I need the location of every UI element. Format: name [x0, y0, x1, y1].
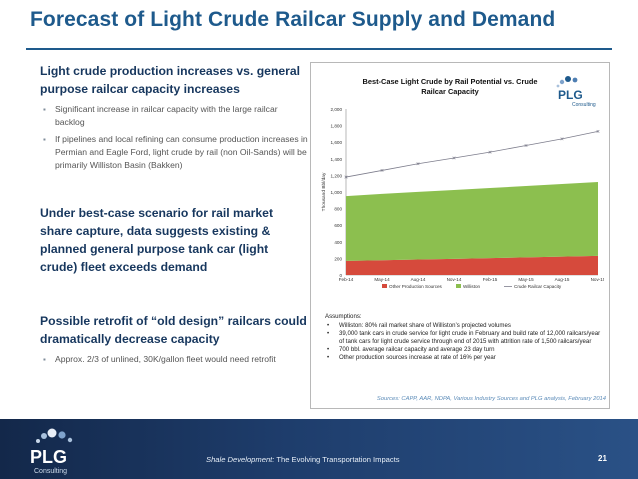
logo-small-sub: Consulting [572, 102, 596, 107]
y-tick-label: 2,000 [331, 107, 343, 112]
left-text-column: Light crude production increases vs. gen… [40, 62, 308, 370]
y-tick-label: 400 [334, 240, 342, 245]
x-tick-label: Feb-14 [339, 277, 354, 282]
assumption-item: • 39,000 tank cars in crude service for l… [325, 330, 605, 346]
assumption-text: 700 bbl. average railcar capacity and av… [339, 346, 495, 353]
plg-logo-icon: PLG Consulting [30, 428, 73, 475]
page-number: 21 [598, 454, 607, 463]
assumption-item: • Other production sources increase at ra… [325, 354, 605, 362]
slide-title: Forecast of Light Crude Railcar Supply a… [30, 8, 556, 31]
capacity-point [452, 156, 456, 160]
y-tick-label: 600 [334, 223, 342, 228]
capacity-point [524, 144, 528, 148]
capacity-point [416, 162, 420, 166]
capacity-point [596, 129, 600, 133]
y-tick-label: 1,400 [331, 157, 343, 162]
assumptions-list: • Williston: 80% rail market share of Wil… [325, 322, 605, 362]
dot-bullet-icon: • [327, 346, 330, 353]
dot-bullet-icon: • [327, 322, 330, 329]
sources-note: Sources: CAPP, AAR, NDPA, Various Indust… [376, 396, 606, 402]
legend-label: Williston [463, 284, 481, 289]
y-tick-label: 1,000 [331, 190, 343, 195]
assumptions-heading: Assumptions: [325, 313, 362, 320]
footer-bar: PLG Consulting Shale Development: The Ev… [0, 419, 638, 479]
y-tick-label: 800 [334, 207, 342, 212]
bullet-list-retrofit: ▪ Approx. 2/3 of unlined, 30K/gallon flee… [40, 353, 308, 366]
square-bullet-icon: ▪ [43, 135, 46, 144]
chart-title: Best-Case Light Crude by Rail Potential … [362, 77, 538, 96]
bullet-text: If pipelines and local refining can cons… [55, 134, 308, 170]
assumption-text: Other production sources increase at rat… [339, 354, 496, 361]
line-crude-railcar-capacity [345, 131, 599, 178]
y-tick-label: 1,600 [331, 140, 343, 145]
bullet-list-production: ▪ Significant increase in railcar capacit… [40, 103, 308, 172]
legend-swatch [382, 284, 387, 288]
square-bullet-icon: ▪ [43, 105, 46, 114]
heading-best-case: Under best-case scenario for rail market… [40, 206, 274, 274]
footer-caption-rest: The Evolving Transportation Impacts [274, 455, 400, 464]
dot-bullet-icon: • [327, 330, 330, 337]
x-tick-label: Feb-15 [483, 277, 498, 282]
assumption-item: • 700 bbl. average railcar capacity and a… [325, 346, 605, 354]
x-tick-label: May-15 [518, 277, 534, 282]
area-other-production [346, 255, 598, 275]
chart-svg: 0 200 400 600 800 1,000 1,200 1,400 1,600 1,800 2,… [321, 107, 604, 289]
assumption-item: • Williston: 80% rail market share of Wil… [325, 322, 605, 330]
x-tick-label: Nov-15 [591, 277, 604, 282]
x-tick-label: Aug-15 [555, 277, 570, 282]
footer-logo-brand: PLG [30, 447, 67, 467]
footer-caption: Shale Development: The Evolving Transpor… [206, 455, 400, 464]
y-axis-title: Thousand Bbl/day [321, 172, 327, 211]
y-tick-label: 200 [334, 256, 342, 261]
plg-logo-small-icon: PLG Consulting [556, 76, 596, 107]
capacity-point [380, 168, 384, 172]
assumption-text: Williston: 80% rail market share of Will… [339, 322, 511, 329]
area-williston [346, 182, 598, 261]
logo-small-brand: PLG [558, 88, 583, 102]
legend-swatch [456, 284, 461, 288]
bullet-item: ▪ Significant increase in railcar capacit… [40, 103, 308, 129]
dot-bullet-icon: • [327, 354, 330, 361]
bullet-item: ▪ If pipelines and local refining can con… [40, 133, 308, 172]
bullet-text: Approx. 2/3 of unlined, 30K/gallon fleet… [55, 354, 276, 364]
x-tick-label: Nov-14 [447, 277, 462, 282]
chart-panel: Best-Case Light Crude by Rail Potential … [310, 62, 610, 409]
y-tick-label: 1,200 [331, 173, 343, 178]
y-tick-label: 0 [339, 273, 342, 278]
assumption-text: 39,000 tank cars in crude service for li… [339, 330, 601, 345]
bullet-item: ▪ Approx. 2/3 of unlined, 30K/gallon flee… [40, 353, 308, 366]
assumptions-block: Assumptions: • Williston: 80% rail market… [325, 313, 605, 362]
y-tick-label: 1,800 [331, 124, 343, 129]
title-underline [26, 48, 612, 50]
capacity-point [560, 137, 564, 141]
footer-caption-italic: Shale Development: [206, 455, 275, 464]
bullet-text: Significant increase in railcar capacity… [55, 104, 278, 127]
capacity-point [488, 150, 492, 154]
heading-production: Light crude production increases vs. gen… [40, 64, 301, 96]
capacity-point [344, 175, 348, 179]
chart-container: Best-Case Light Crude by Rail Potential … [316, 69, 604, 289]
square-bullet-icon: ▪ [43, 355, 46, 364]
heading-retrofit: Possible retrofit of “old design” railca… [40, 314, 307, 346]
x-tick-label: May-14 [374, 277, 390, 282]
legend-label: Crude Railcar Capacity [514, 284, 562, 289]
x-tick-label: Aug-14 [411, 277, 426, 282]
legend-label: Other Production Sources [389, 284, 443, 289]
footer-logo-sub: Consulting [34, 468, 67, 475]
